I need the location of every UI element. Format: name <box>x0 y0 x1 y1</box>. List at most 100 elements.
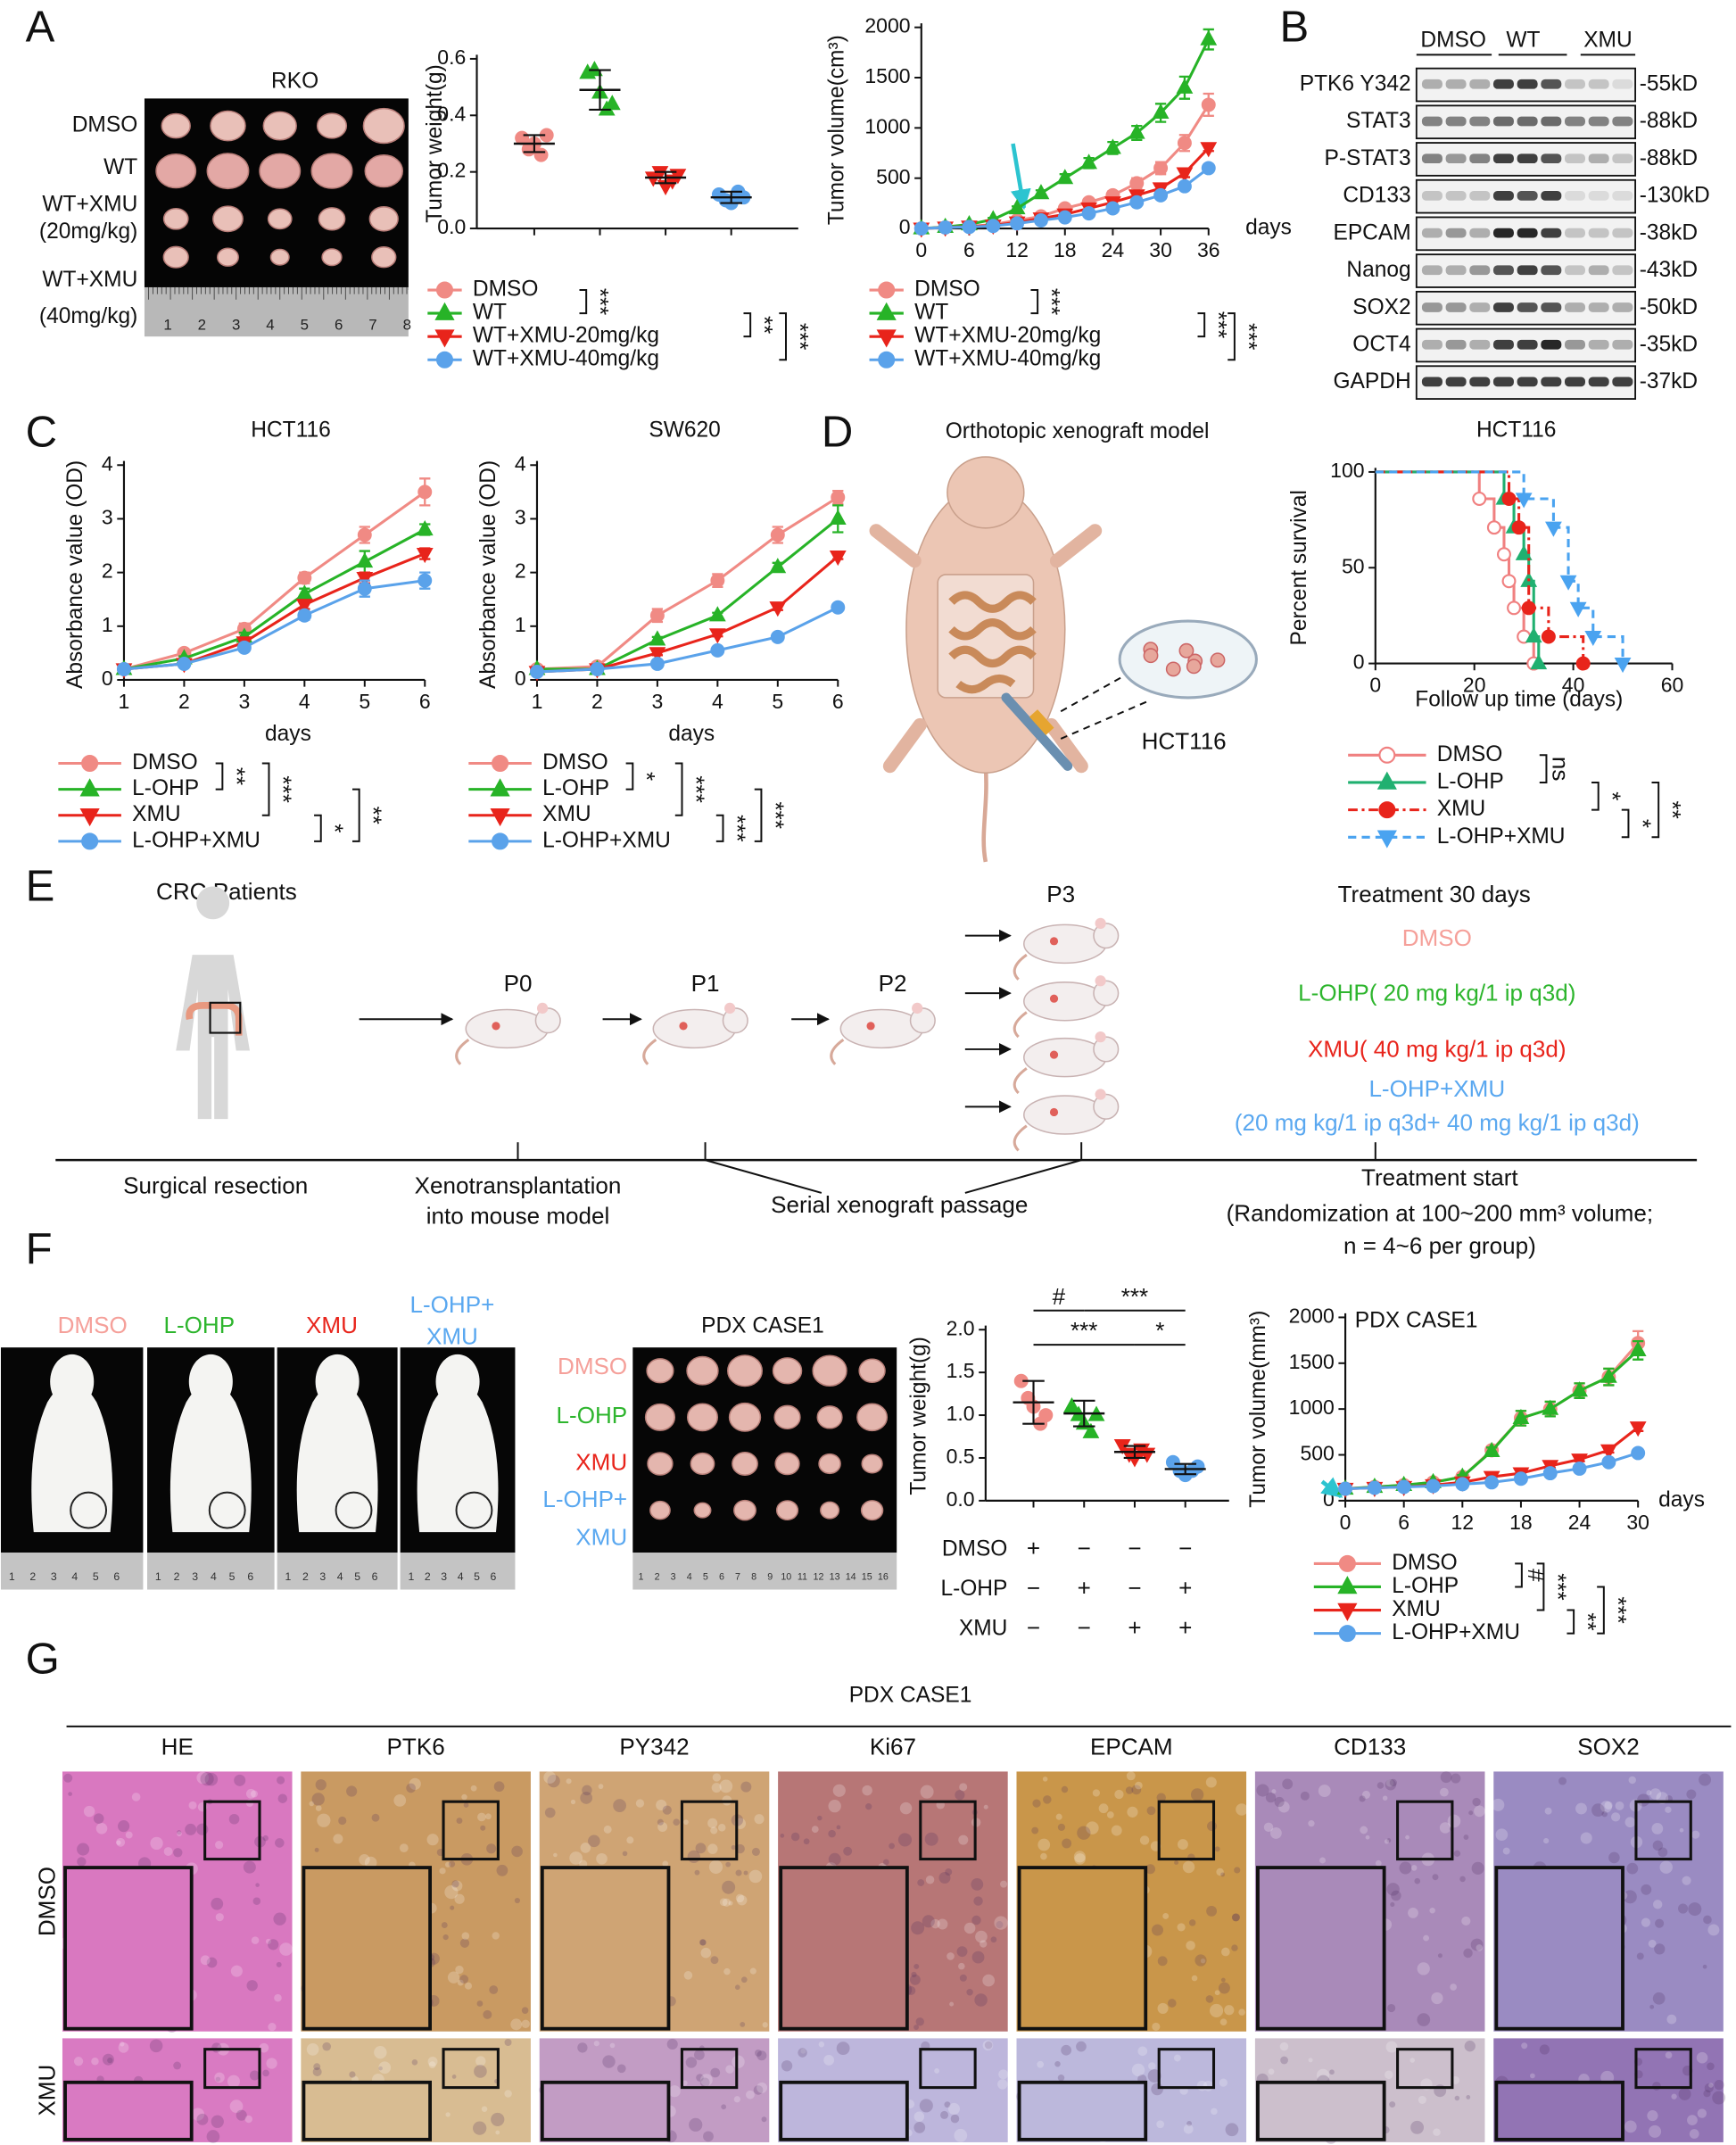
ihc-texture <box>917 1879 925 1886</box>
ihc-texture <box>582 1785 592 1796</box>
treatment-mark: − <box>1128 1574 1141 1601</box>
ihc-texture <box>699 1939 707 1946</box>
ihc-texture <box>1256 1784 1269 1797</box>
marker <box>831 600 846 615</box>
ruler-number: 4 <box>337 1570 343 1583</box>
mouse-ear <box>912 1002 923 1015</box>
marker <box>1396 1479 1411 1495</box>
y-axis-label: Percent survival <box>1287 490 1311 645</box>
label: HCT116 <box>1142 727 1227 754</box>
marker <box>356 572 374 588</box>
tumor <box>321 248 343 267</box>
significance-bracket <box>1567 1609 1575 1635</box>
ihc-texture <box>1145 1864 1156 1875</box>
ihc-texture <box>1654 1943 1666 1955</box>
marker <box>434 329 455 348</box>
inset <box>540 1866 671 2031</box>
blot-band <box>1517 116 1538 127</box>
tumor <box>155 153 197 189</box>
ruler-number: 7 <box>368 316 376 333</box>
tumor <box>686 1403 719 1432</box>
ihc-texture <box>1057 1823 1065 1831</box>
ihc-texture <box>1610 1812 1621 1822</box>
ihc-texture <box>990 1936 997 1943</box>
ihc-texture <box>1459 1876 1466 1883</box>
blot-band <box>1492 153 1514 164</box>
mouse-white <box>31 1381 113 1533</box>
series-line <box>123 491 426 671</box>
marker <box>1571 1453 1588 1470</box>
blot-band <box>1612 228 1633 238</box>
inset <box>1494 2080 1624 2141</box>
ihc-texture <box>1624 1817 1636 1828</box>
significance-bracket <box>1651 781 1660 839</box>
ihc-texture <box>439 1868 446 1875</box>
ihc-texture <box>1433 2128 1441 2136</box>
blot-band <box>1517 79 1538 89</box>
marker <box>590 661 605 676</box>
inset-box <box>442 1800 500 1861</box>
ihc-texture <box>1600 1801 1613 1813</box>
blot-strip <box>1415 67 1637 103</box>
blot-band <box>1612 265 1633 276</box>
marker <box>1525 627 1542 643</box>
inset <box>1017 1866 1148 2031</box>
significance-bracket <box>1621 808 1630 839</box>
significance-bracket <box>579 289 588 315</box>
ihc-texture <box>832 1784 846 1797</box>
ihc-texture <box>317 1813 331 1827</box>
ihc-texture <box>1031 1826 1039 1834</box>
ruler-number: 5 <box>229 1570 236 1583</box>
treatment-mark: + <box>1078 1574 1091 1601</box>
tumor <box>259 153 302 189</box>
inset-box <box>1396 2048 1454 2090</box>
ihc-texture <box>1376 1782 1385 1789</box>
ihc-texture <box>456 1818 463 1824</box>
ihc-texture <box>1391 1890 1401 1901</box>
mouse-head <box>947 456 1025 529</box>
ihc-texture <box>1385 2070 1393 2080</box>
ihc-texture <box>925 1875 935 1884</box>
marker <box>1081 206 1096 221</box>
marker <box>1153 161 1169 176</box>
ihc-texture <box>780 1834 785 1838</box>
ihc-texture <box>922 1915 935 1928</box>
y-tick-label: 3 <box>102 506 113 529</box>
tumor <box>686 1355 719 1386</box>
y-axis-label: Absorbance value (OD) <box>63 460 87 689</box>
treatment-label: DMSO <box>942 1537 1008 1561</box>
panel-letter: D <box>822 408 853 456</box>
mouse-white <box>169 1381 252 1533</box>
marker <box>1600 1367 1617 1383</box>
ihc-texture <box>131 1793 141 1801</box>
ihc-texture <box>1098 1803 1109 1814</box>
tumor <box>368 206 399 232</box>
ihc-texture <box>333 1834 343 1844</box>
ihc-texture <box>940 2110 949 2119</box>
ihc-texture <box>1453 1850 1461 1857</box>
blot-band <box>1588 153 1609 164</box>
ihc-texture <box>694 2050 705 2060</box>
x-tick-label: 40 <box>1562 674 1585 697</box>
legend-label: XMU <box>542 802 591 826</box>
marker <box>1541 629 1556 644</box>
y-tick-label: 1000 <box>864 114 910 137</box>
ihc-texture <box>450 1905 455 1910</box>
series-line <box>123 528 426 671</box>
mouse-cavity <box>937 574 1035 699</box>
blot-band <box>1564 339 1585 350</box>
ihc-texture <box>275 1838 285 1848</box>
ihc-texture <box>277 1793 288 1803</box>
ihc-texture <box>492 1932 500 1940</box>
marker <box>1200 142 1218 158</box>
ihc-texture <box>721 2104 727 2110</box>
treatment-label: DMSO <box>1402 924 1472 951</box>
significance-bracket <box>1536 1562 1545 1611</box>
blot-band <box>1445 153 1467 164</box>
treatment-mark: − <box>1078 1535 1091 1561</box>
ihc-texture <box>707 1843 718 1854</box>
ihc-texture <box>63 1773 73 1783</box>
ihc-texture <box>913 2122 926 2133</box>
ihc-texture <box>1174 1859 1179 1865</box>
tumor <box>732 1452 758 1476</box>
